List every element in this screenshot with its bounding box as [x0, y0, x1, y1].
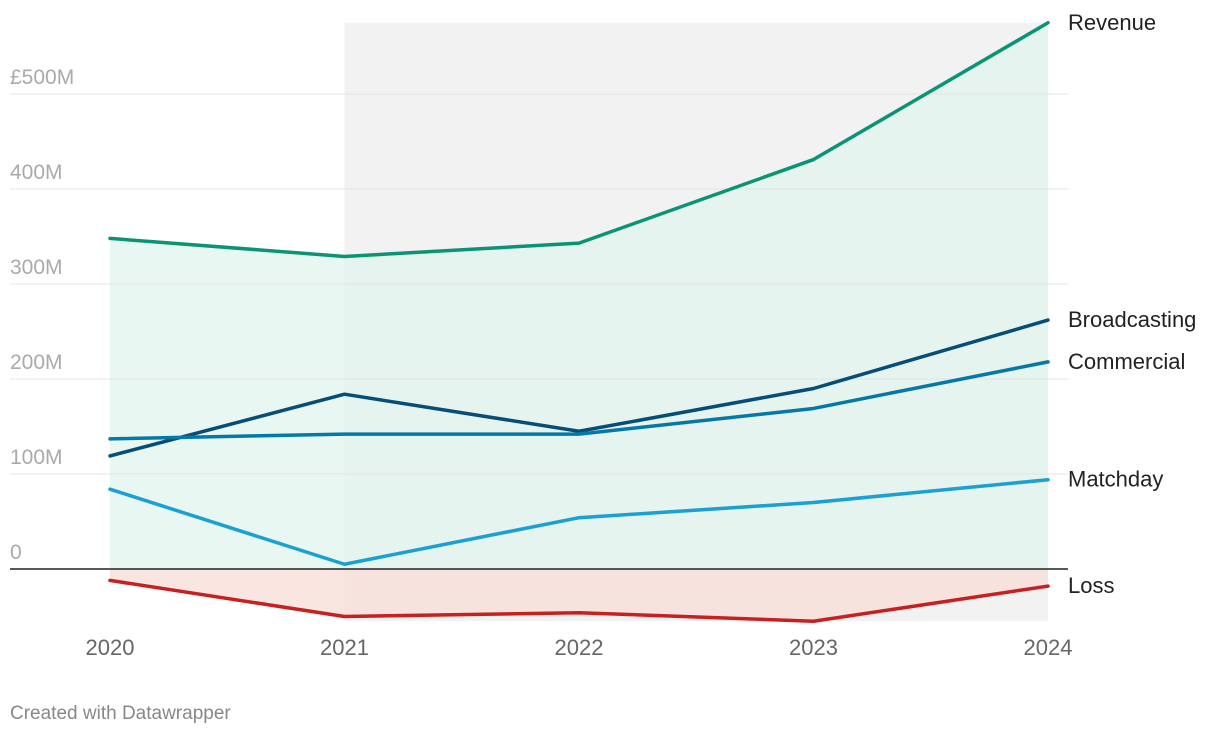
series-lines	[108, 21, 1050, 623]
broadcasting-line	[108, 318, 1050, 458]
loss-line	[108, 578, 1050, 623]
revenue-line	[108, 21, 1050, 259]
y-tick-label: £500M	[10, 66, 74, 89]
matchday-line	[108, 477, 1050, 566]
series-labels: Revenue Broadcasting Commercial Matchday Los…	[1068, 10, 1196, 598]
commercial-label: Commercial	[1068, 349, 1185, 374]
x-tick-label: 2020	[86, 635, 135, 660]
x-tick-label: 2024	[1024, 635, 1073, 660]
y-axis-ticks: 0 100M 200M 300M 400M £500M	[10, 66, 74, 564]
matchday-label: Matchday	[1068, 467, 1163, 492]
y-tick-label: 100M	[10, 446, 63, 469]
x-tick-label: 2023	[789, 635, 838, 660]
y-tick-label: 0	[10, 541, 22, 564]
loss-label: Loss	[1068, 573, 1114, 598]
loss-area	[110, 569, 1048, 622]
broadcasting-label: Broadcasting	[1068, 307, 1196, 332]
y-tick-label: 200M	[10, 351, 63, 374]
x-tick-label: 2021	[320, 635, 369, 660]
revenue-label: Revenue	[1068, 10, 1156, 35]
y-tick-label: 400M	[10, 161, 63, 184]
datawrapper-credit: Created with Datawrapper	[10, 703, 231, 724]
x-axis-ticks: 2020 2021 2022 2023 2024	[86, 635, 1073, 660]
x-tick-label: 2022	[555, 635, 604, 660]
y-tick-label: 300M	[10, 256, 63, 279]
commercial-line	[108, 360, 1050, 441]
gridlines	[10, 93, 1068, 570]
